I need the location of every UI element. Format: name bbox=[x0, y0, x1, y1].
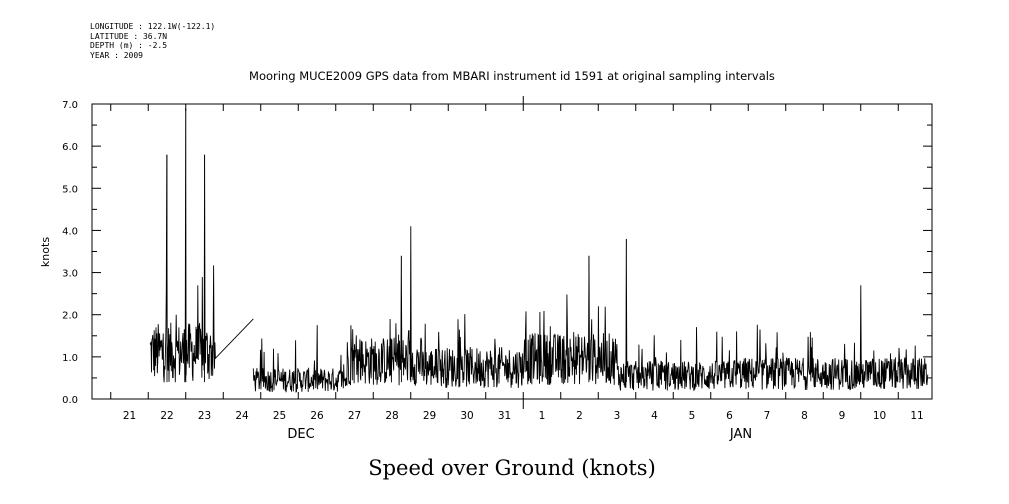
x-tick-label: 4 bbox=[651, 410, 658, 422]
x-tick-label: 22 bbox=[160, 410, 173, 422]
chart-title: Mooring MUCE2009 GPS data from MBARI ins… bbox=[249, 69, 775, 83]
x-tick-label: 7 bbox=[764, 410, 771, 422]
depth-text: DEPTH (m) : -2.5 bbox=[90, 41, 168, 50]
y-tick-label: 4.0 bbox=[62, 226, 78, 237]
x-tick-label: 3 bbox=[614, 410, 621, 422]
y-tick-label: 5.0 bbox=[62, 184, 78, 195]
x-tick-label: 23 bbox=[198, 410, 211, 422]
month-label-jan: JAN bbox=[729, 427, 752, 442]
x-tick-label: 11 bbox=[910, 410, 923, 422]
y-axis: 0.0 1.0 2.0 3.0 4.0 5.0 6.0 7.0 bbox=[62, 100, 932, 406]
series-line bbox=[149, 108, 929, 393]
x-tick-label: 25 bbox=[273, 410, 286, 422]
x-tick-label: 31 bbox=[498, 410, 511, 422]
x-tick-label: 29 bbox=[423, 410, 436, 422]
plot-frame bbox=[91, 103, 933, 400]
y-tick-label: 3.0 bbox=[62, 269, 78, 280]
x-axis: 21 22 23 24 25 26 27 28 29 30 31 1 2 3 4 5 6 7 8 9 10 11 bbox=[110, 96, 924, 422]
y-axis-label: knots bbox=[39, 237, 52, 267]
y-tick-label: 6.0 bbox=[62, 142, 78, 153]
x-tick-label: 8 bbox=[801, 410, 808, 422]
x-tick-label: 30 bbox=[460, 410, 473, 422]
month-label-dec: DEC bbox=[287, 427, 314, 442]
y-tick-label: 0.0 bbox=[62, 395, 78, 406]
longitude-text: LONGITUDE : 122.1W(-122.1) bbox=[90, 22, 216, 31]
y-tick-label: 1.0 bbox=[62, 353, 78, 364]
x-tick-label: 1 bbox=[539, 410, 546, 422]
x-tick-label: 24 bbox=[235, 410, 249, 422]
x-tick-label: 21 bbox=[123, 410, 136, 422]
x-tick-label: 9 bbox=[839, 410, 846, 422]
latitude-text: LATITUDE : 36.7N bbox=[90, 31, 168, 41]
year-text: YEAR : 2009 bbox=[90, 50, 143, 60]
x-tick-label: 2 bbox=[576, 410, 583, 422]
x-tick-label: 26 bbox=[310, 410, 324, 422]
x-tick-label: 28 bbox=[385, 410, 398, 422]
x-tick-label: 27 bbox=[348, 410, 361, 422]
y-tick-label: 7.0 bbox=[62, 100, 78, 111]
metadata-block: LONGITUDE : 122.1W(-122.1) LATITUDE : 36… bbox=[90, 22, 215, 60]
x-tick-label: 5 bbox=[689, 410, 696, 422]
x-tick-label: 6 bbox=[726, 410, 733, 422]
x-tick-label: 10 bbox=[873, 410, 886, 422]
y-tick-label: 2.0 bbox=[62, 311, 78, 322]
x-axis-label: Speed over Ground (knots) bbox=[368, 456, 656, 480]
